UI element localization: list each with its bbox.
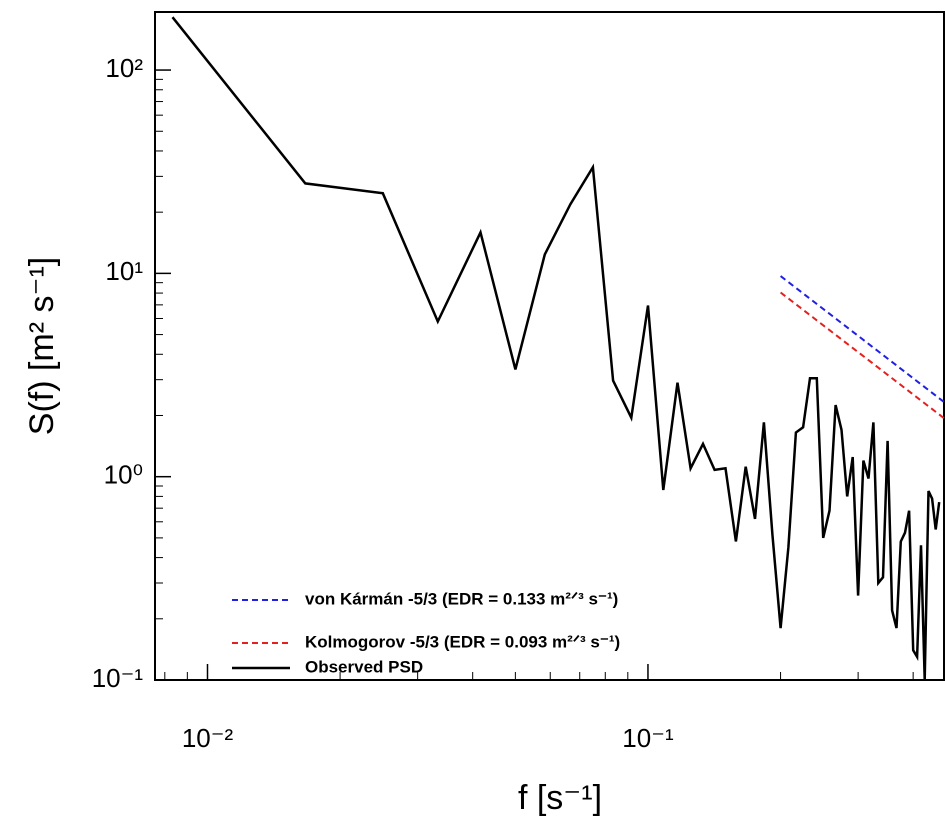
series-line [171,16,941,680]
legend-label: Observed PSD [305,657,423,676]
x-tick-label: 10⁻¹ [622,723,674,753]
x-axis-label: f [s⁻¹] [518,779,602,817]
x-tick-label: 10⁻² [182,723,234,753]
series-line [779,291,945,419]
y-tick-label: 10² [105,53,143,83]
legend-label: von Kármán -5/3 (EDR = 0.133 m²ᐟ³ s⁻¹) [305,589,618,608]
y-tick-label: 10¹ [105,256,143,286]
y-tick-label: 10⁻¹ [92,663,144,693]
y-tick-label: 10⁰ [104,460,143,490]
plot-area [171,16,945,680]
plot-frame [154,11,945,681]
y-axis-label: S(f) [m² s⁻¹] [23,257,61,435]
legend-label: Kolmogorov -5/3 (EDR = 0.093 m²ᐟ³ s⁻¹) [305,632,620,651]
series-line [779,275,945,403]
